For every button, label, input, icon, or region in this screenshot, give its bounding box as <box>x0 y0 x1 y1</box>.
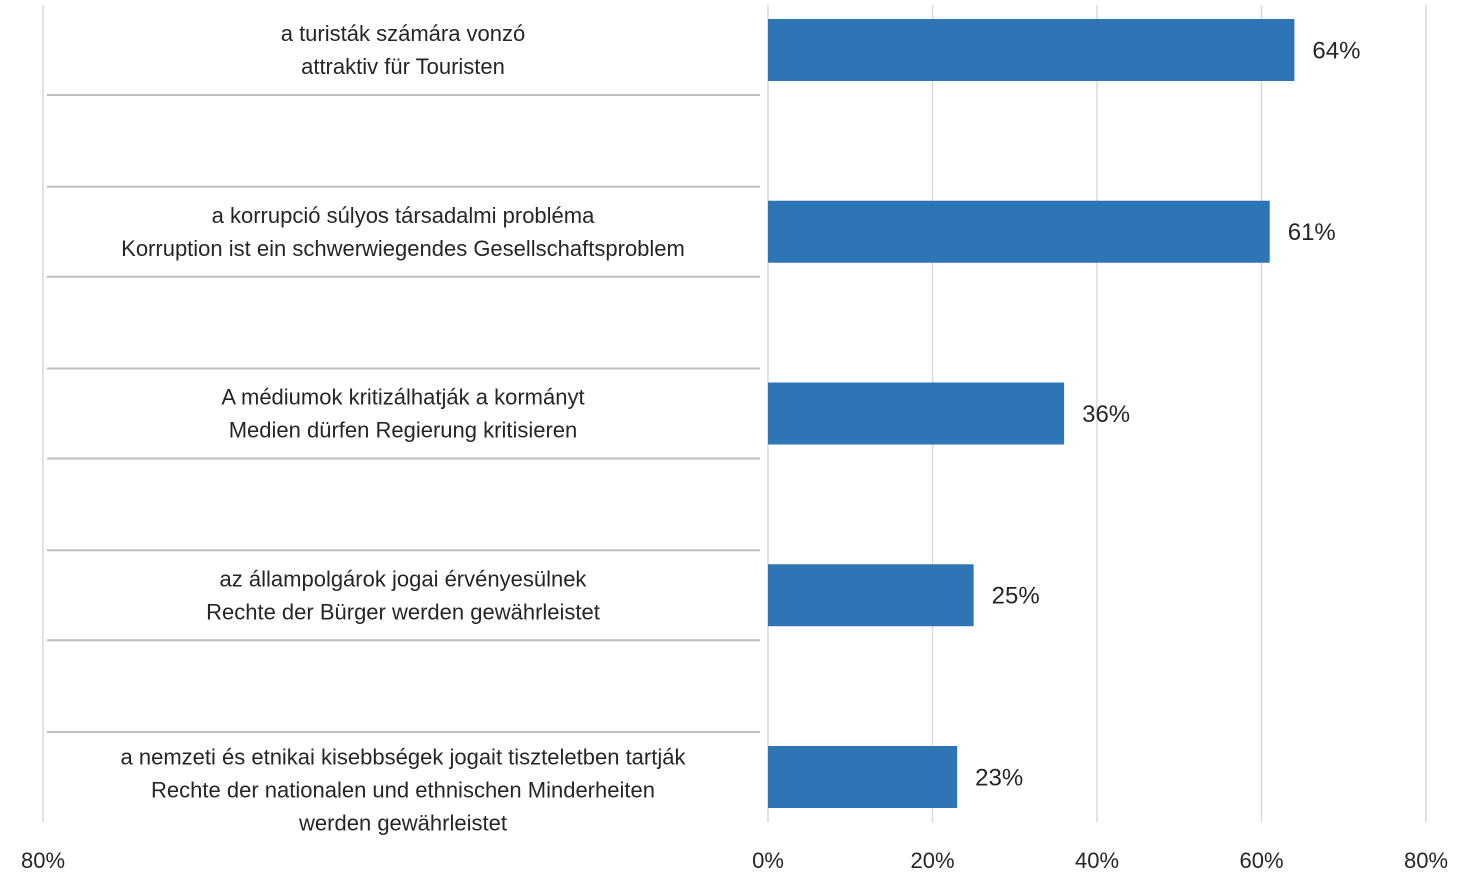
category-label: az állampolgárok jogai érvényesülnek Rech… <box>206 566 600 624</box>
category-label-line: a turisták számára vonzó <box>281 21 526 46</box>
category-label-line: az állampolgárok jogai érvényesülnek <box>220 566 588 591</box>
category-label: a turisták számára vonzó attraktiv für To… <box>281 21 526 79</box>
x2-tick-label: 80% <box>21 848 65 873</box>
category-label-line: A médiumok kritizálhatják a kormányt <box>221 384 584 409</box>
category-label-line: Medien dürfen Regierung kritisieren <box>229 417 578 442</box>
bar <box>768 19 1295 81</box>
category-label-line: a korrupció súlyos társadalmi probléma <box>212 203 595 228</box>
category-label-line: Rechte der nationalen und ethnischen Min… <box>151 777 655 802</box>
category-label-line: Rechte der Bürger werden gewährleistet <box>206 599 600 624</box>
bar <box>768 200 1270 263</box>
x-tick-label: 0% <box>752 848 784 873</box>
x-tick-label: 60% <box>1239 848 1283 873</box>
category-label-line: attraktiv für Touristen <box>301 54 505 79</box>
value-label: 25% <box>992 583 1040 610</box>
value-label: 64% <box>1312 37 1360 64</box>
bar <box>768 382 1065 445</box>
category-label-line: Korruption ist ein schwerwiegendes Gesel… <box>121 236 685 261</box>
value-label: 23% <box>975 764 1023 791</box>
bar <box>768 746 958 808</box>
category-label: a korrupció súlyos társadalmi probléma Ko… <box>121 203 685 261</box>
x-tick-label: 40% <box>1075 848 1119 873</box>
x-tick-label: 80% <box>1404 848 1448 873</box>
bar <box>768 564 974 627</box>
value-label: 36% <box>1082 401 1130 428</box>
category-label-line: a nemzeti és etnikai kisebbségek jogait … <box>121 744 687 769</box>
category-label-line: werden gewährleistet <box>298 810 507 835</box>
category-label: A médiumok kritizálhatják a kormányt Medi… <box>221 384 584 442</box>
x-tick-label: 20% <box>910 848 954 873</box>
value-label: 61% <box>1288 219 1336 246</box>
category-label: a nemzeti és etnikai kisebbségek jogait … <box>121 744 687 835</box>
